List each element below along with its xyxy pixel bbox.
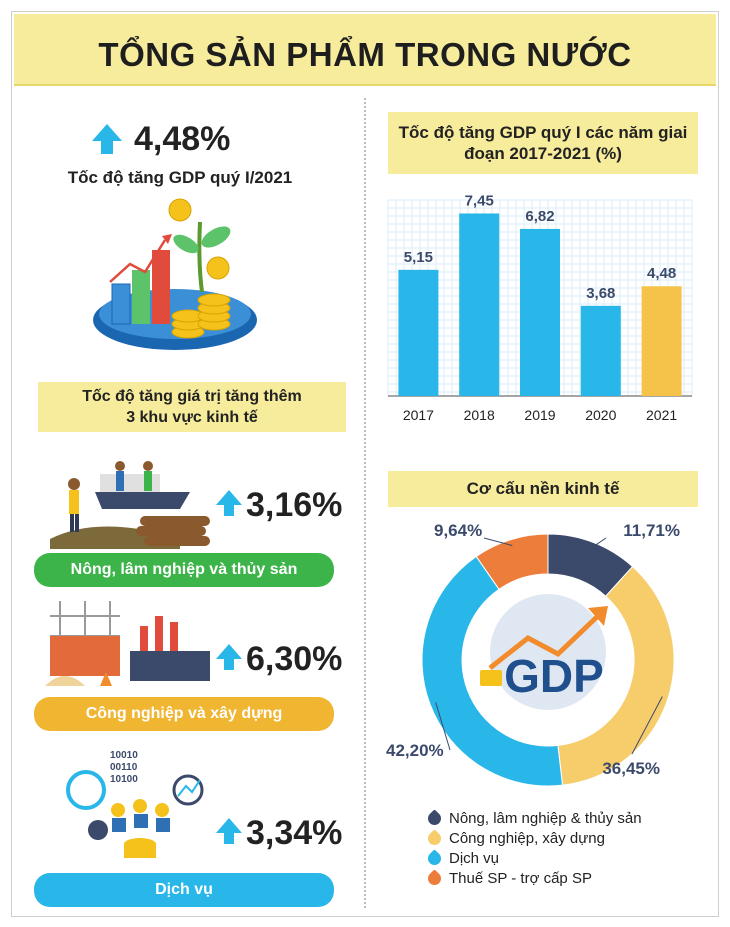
callout-line <box>483 537 513 546</box>
bar-2019 <box>520 228 560 396</box>
sector-services-label: Dịch vụ <box>34 873 334 907</box>
gdp-growth-value: 4,48% <box>134 120 231 158</box>
gdp-center-label: GDP <box>504 650 604 702</box>
bar-2017 <box>398 269 439 396</box>
bar-value-label: 7,45 <box>465 192 494 209</box>
legend-label: Dịch vụ <box>449 850 500 867</box>
svg-text:10010: 10010 <box>110 750 138 761</box>
globe-icon <box>490 594 606 710</box>
bar-value-label: 3,68 <box>586 285 615 302</box>
arrow-head-icon <box>588 606 608 626</box>
bar-value-label: 5,15 <box>404 249 433 266</box>
donut-slice <box>475 533 549 590</box>
page-title: TỔNG SẢN PHẨM TRONG NƯỚC <box>98 36 632 73</box>
sector-industry-label: Công nghiệp và xây dựng <box>34 697 334 731</box>
gdp-growth-bar-chart: 5,15 2017 7,45 2018 6,82 2019 3,68 2020 4,48 2021 <box>387 192 693 423</box>
economy-structure-donut-chart: 11,71% 36,45% 42,20% 9,64% GDP <box>386 521 680 787</box>
sectors-heading-line2: 3 khu vực kinh tế <box>126 409 258 426</box>
slice-value-label: 36,45% <box>602 759 660 778</box>
industry-illustration <box>45 601 210 686</box>
growth-coins-illustration <box>93 198 257 350</box>
sectors-heading-line1: Tốc độ tăng giá trị tăng thêm <box>82 388 302 405</box>
legend-label: Nông, lâm nghiệp & thủy sản <box>449 810 642 827</box>
legend-label: Thuế SP - trợ cấp SP <box>449 870 592 887</box>
slice-value-label: 9,64% <box>434 521 482 540</box>
legend-marker <box>425 849 444 868</box>
legend-item: Công nghiệp, xây dựng <box>425 829 605 848</box>
sector-agriculture-value: 3,16% <box>246 486 343 524</box>
svg-text:00110: 00110 <box>110 762 138 773</box>
bar-chart-title: Tốc độ tăng GDP quý I các năm giai đoạn … <box>388 112 698 174</box>
x-tick-label: 2021 <box>646 407 677 423</box>
bar-value-label: 4,48 <box>647 265 676 282</box>
donut-slice <box>557 565 675 786</box>
bar-2018 <box>459 213 500 396</box>
sector-industry-value: 6,30% <box>246 640 343 678</box>
legend-item: Nông, lâm nghiệp & thủy sản <box>425 809 642 828</box>
sector-services-value: 3,34% <box>246 814 343 852</box>
svg-text:10100: 10100 <box>110 774 138 785</box>
title-banner: TỔNG SẢN PHẨM TRONG NƯỚC <box>14 14 716 86</box>
bar-2020 <box>580 305 621 396</box>
x-tick-label: 2018 <box>464 407 495 423</box>
agriculture-illustration <box>50 461 210 549</box>
slice-value-label: 42,20% <box>386 741 444 760</box>
arrow-up-icon <box>92 124 122 154</box>
arrow-up-icon <box>216 490 242 516</box>
gdp-growth-label: Tốc độ tăng GDP quý I/2021 <box>67 168 293 187</box>
slice-value-label: 11,71% <box>623 521 680 540</box>
column-divider <box>364 98 366 908</box>
trend-arrow-icon <box>488 612 602 670</box>
banknote-icon <box>480 670 502 686</box>
legend-marker <box>425 869 444 888</box>
callout-line <box>435 702 451 751</box>
donut-slice <box>421 555 564 787</box>
arrow-up-icon <box>216 818 242 844</box>
bar-value-label: 6,82 <box>525 208 554 225</box>
legend-marker <box>425 809 444 828</box>
x-tick-label: 2019 <box>524 407 555 423</box>
legend-label: Công nghiệp, xây dựng <box>449 830 605 847</box>
legend-item: Thuế SP - trợ cấp SP <box>425 869 592 888</box>
sector-agriculture-label: Nông, lâm nghiệp và thủy sản <box>34 553 334 587</box>
legend-item: Dịch vụ <box>425 849 500 868</box>
arrow-up-icon <box>216 644 242 670</box>
bar-2021 <box>641 286 682 396</box>
legend-marker <box>425 829 444 848</box>
x-tick-label: 2017 <box>403 407 434 423</box>
sectors-heading: Tốc độ tăng giá trị tăng thêm 3 khu vực … <box>38 382 346 432</box>
callout-line <box>631 696 663 755</box>
pie-chart-title: Cơ cấu nền kinh tế <box>388 471 698 507</box>
x-tick-label: 2020 <box>585 407 616 423</box>
callout-line <box>590 537 607 549</box>
